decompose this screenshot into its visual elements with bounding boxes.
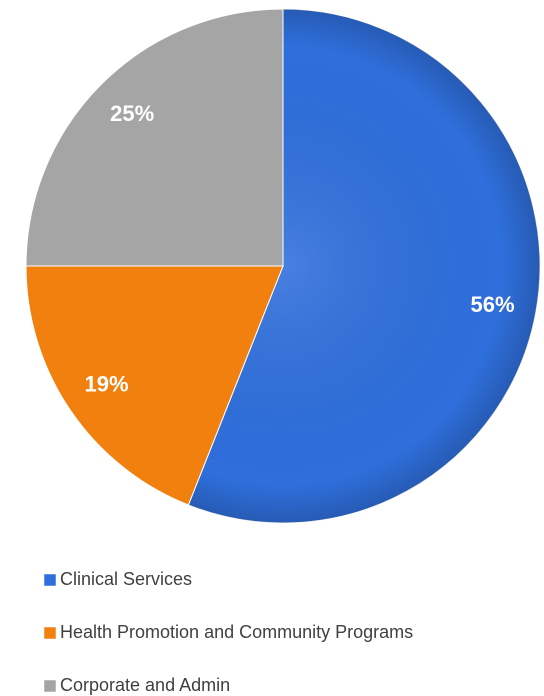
pie-slice xyxy=(25,8,284,267)
value-label: 25% xyxy=(110,101,154,126)
legend-swatch xyxy=(43,573,57,587)
value-label: 56% xyxy=(471,292,515,317)
legend-swatch xyxy=(43,679,57,693)
pie-slice xyxy=(25,265,284,506)
legend-label: Clinical Services xyxy=(60,569,192,589)
value-label: 19% xyxy=(85,372,129,397)
legend-label: Health Promotion and Community Programs xyxy=(60,622,413,642)
legend-label: Corporate and Admin xyxy=(60,675,230,695)
legend-swatch xyxy=(43,626,57,640)
